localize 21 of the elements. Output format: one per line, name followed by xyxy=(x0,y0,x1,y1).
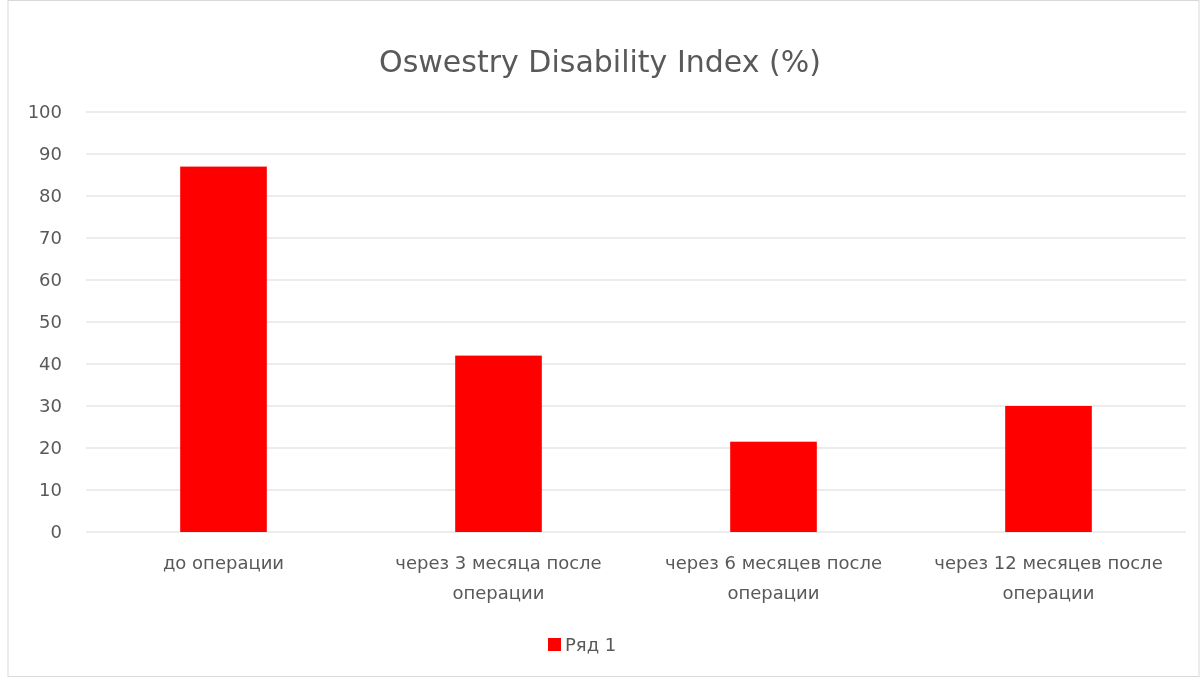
bar xyxy=(180,166,267,532)
bar xyxy=(1005,406,1092,532)
y-tick-label: 100 xyxy=(27,101,62,123)
chart-title: Oswestry Disability Index (%) xyxy=(379,44,821,79)
y-tick-label: 80 xyxy=(39,185,62,207)
y-tick-label: 0 xyxy=(50,521,62,543)
x-tick-label: через 6 месяцев после операции xyxy=(665,552,882,603)
bar xyxy=(455,355,542,532)
x-tick-label: до операции xyxy=(162,552,285,573)
y-tick-label: 60 xyxy=(39,269,62,291)
legend-label: Ряд 1 xyxy=(565,634,617,656)
bar xyxy=(730,441,817,532)
y-tick-label: 30 xyxy=(39,395,62,417)
y-tick-label: 20 xyxy=(39,437,62,459)
y-tick-label: 40 xyxy=(39,353,62,375)
x-tick-label: через 12 месяцев после операции xyxy=(934,552,1163,603)
y-tick-label: 90 xyxy=(39,143,62,165)
y-tick-label: 50 xyxy=(39,311,62,333)
y-tick-label: 10 xyxy=(39,479,62,501)
x-tick-label: через 3 месяца после операции xyxy=(395,552,602,603)
y-tick-label: 70 xyxy=(39,227,62,249)
